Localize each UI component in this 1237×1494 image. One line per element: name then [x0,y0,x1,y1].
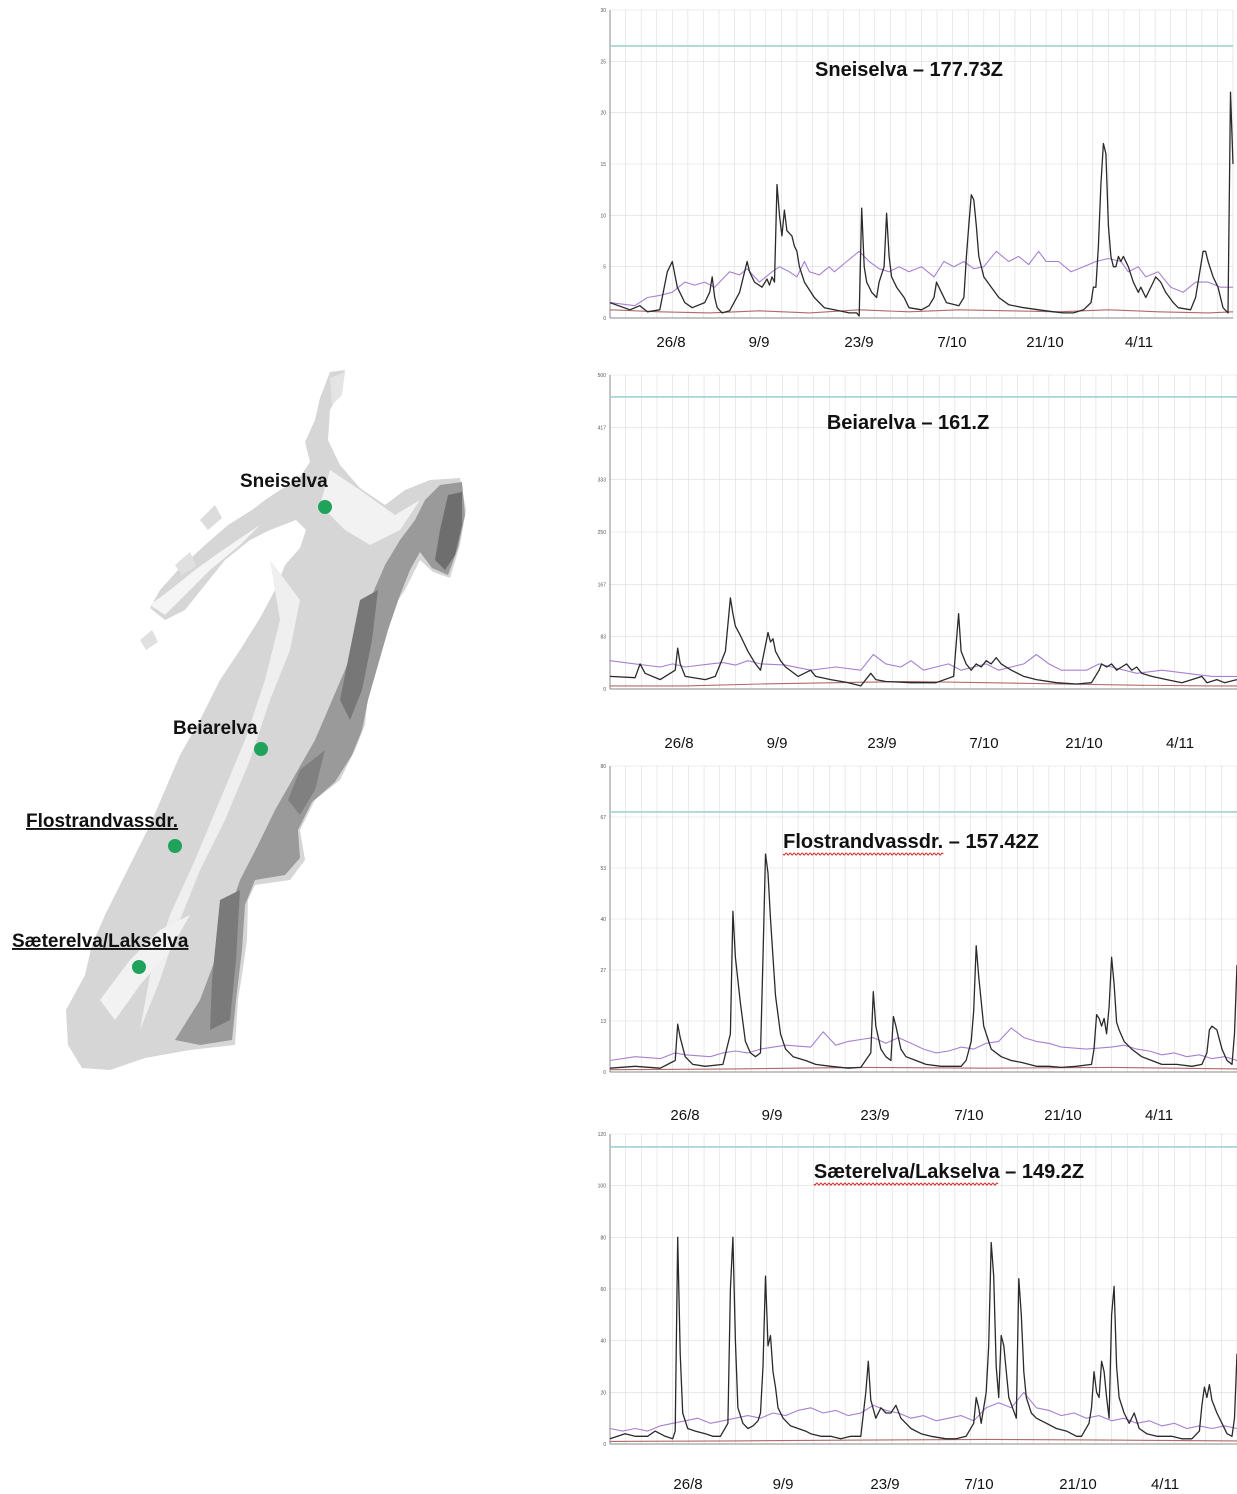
y-tick-label: 0 [603,1442,606,1448]
x-tick-label: 4/11 [1151,1476,1179,1493]
y-tick-label: 5 [603,265,606,271]
y-tick-label: 0 [603,687,606,693]
x-tick-label: 26/8 [664,735,693,752]
series-line-mean [609,1027,1237,1062]
grid: 0 5 10 15 20 25 30 [600,8,1234,322]
series-line-discharge [609,853,1237,1069]
station-label: Sæterelva/Lakselva [12,931,189,952]
station-map: Sneiselva Beiarelva Flostrandvassdr. Sæt… [12,370,466,1070]
chart-title: Flostrandvassdr. – 157.42Z [783,831,1039,853]
y-tick-label: 53 [600,866,606,872]
x-tick-label: 4/11 [1145,1107,1173,1124]
y-tick-label: 333 [598,478,607,484]
x-tick-label: 9/9 [762,1107,783,1124]
y-tick-label: 0 [603,1070,606,1076]
series-line-low [610,680,1237,687]
station-sneiselva[interactable]: Sneiselva [240,471,332,514]
series-line-low [609,309,1234,314]
y-tick-label: 25 [600,59,606,65]
y-tick-label: 167 [598,582,607,588]
x-tick-label: 4/11 [1125,334,1153,351]
spellcheck-underline [813,1182,999,1186]
station-label: Flostrandvassdr. [26,811,178,832]
station-saeterelva-lakselva[interactable]: Sæterelva/Lakselva [12,931,189,974]
x-tick-label: 9/9 [749,334,770,351]
series-line-mean [609,653,1237,677]
y-tick-label: 13 [600,1019,606,1025]
x-tick-label: 21/10 [1044,1107,1082,1124]
y-tick-label: 30 [600,8,606,14]
y-tick-label: 10 [600,213,606,219]
y-tick-label: 67 [600,815,606,821]
grid: 0 13 27 40 53 67 80 [600,764,1237,1076]
x-tick-label: 26/8 [656,334,685,351]
station-marker[interactable] [132,960,146,974]
terrain-landmass [66,370,466,1070]
station-flostrandvassdr[interactable]: Flostrandvassdr. [26,811,182,853]
station-marker[interactable] [318,500,332,514]
chart-title: Sneiselva – 177.73Z [815,59,1003,81]
chart-flostrandvassdr: 0 13 27 40 53 67 80 Flostrandvassdr. – 157.42Z 2… [575,760,1237,1126]
spellcheck-underline [782,852,944,856]
chart-title: Sæterelva/Lakselva – 149.2Z [814,1161,1084,1183]
chart-beiarelva: 0 83 167 250 333 417 500 Beiarelva – 161.Z 26/8 9… [575,362,1237,757]
grid: 0 20 40 60 80 100 120 [598,1132,1237,1448]
chart-saeterelva-lakselva: 0 20 40 60 80 100 120 Sæterelva/Lakselva – 149.… [575,1128,1237,1494]
y-tick-label: 250 [598,530,607,536]
x-tick-label: 7/10 [937,334,966,351]
x-tick-label: 7/10 [964,1476,993,1493]
y-tick-label: 500 [598,373,607,379]
station-label: Beiarelva [173,718,258,739]
x-tick-label: 23/9 [844,334,873,351]
x-tick-label: 23/9 [867,735,896,752]
x-tick-label: 21/10 [1059,1476,1097,1493]
x-tick-label: 23/9 [860,1107,889,1124]
series-line-low [609,1066,1237,1071]
series-line-discharge [609,597,1237,687]
chart-title: Beiarelva – 161.Z [827,412,989,434]
y-tick-label: 0 [603,316,606,322]
station-marker[interactable] [254,742,268,756]
y-tick-label: 40 [600,1339,606,1345]
x-tick-label: 4/11 [1166,735,1194,752]
series-line-mean [609,1391,1237,1432]
x-tick-label: 21/10 [1065,735,1103,752]
y-tick-label: 20 [600,111,606,117]
x-tick-label: 7/10 [954,1107,983,1124]
y-tick-label: 417 [598,425,607,431]
series-line-discharge [609,91,1234,317]
y-tick-label: 15 [600,162,606,168]
station-label: Sneiselva [240,471,328,492]
series-line-low [609,1438,1237,1442]
y-tick-label: 40 [600,917,606,923]
x-tick-label: 7/10 [969,735,998,752]
y-tick-label: 80 [600,1235,606,1241]
y-tick-label: 83 [600,635,606,641]
station-marker[interactable] [168,839,182,853]
y-tick-label: 27 [600,968,606,974]
x-tick-label: 21/10 [1026,334,1064,351]
chart-sneiselva: 0 5 10 15 20 25 30 Sneiselva – 177.73Z 26/8 9/9 23… [575,0,1237,360]
x-tick-label: 26/8 [673,1476,702,1493]
x-tick-label: 9/9 [773,1476,794,1493]
y-tick-label: 60 [600,1287,606,1293]
y-tick-label: 80 [600,764,606,770]
station-beiarelva[interactable]: Beiarelva [173,718,268,756]
y-tick-label: 20 [600,1390,606,1396]
x-tick-label: 26/8 [670,1107,699,1124]
series-line-discharge [609,1236,1237,1440]
y-tick-label: 100 [598,1184,607,1190]
x-tick-label: 23/9 [870,1476,899,1493]
series-line-mean [609,250,1233,307]
y-tick-label: 120 [598,1132,607,1138]
x-tick-label: 9/9 [767,735,788,752]
